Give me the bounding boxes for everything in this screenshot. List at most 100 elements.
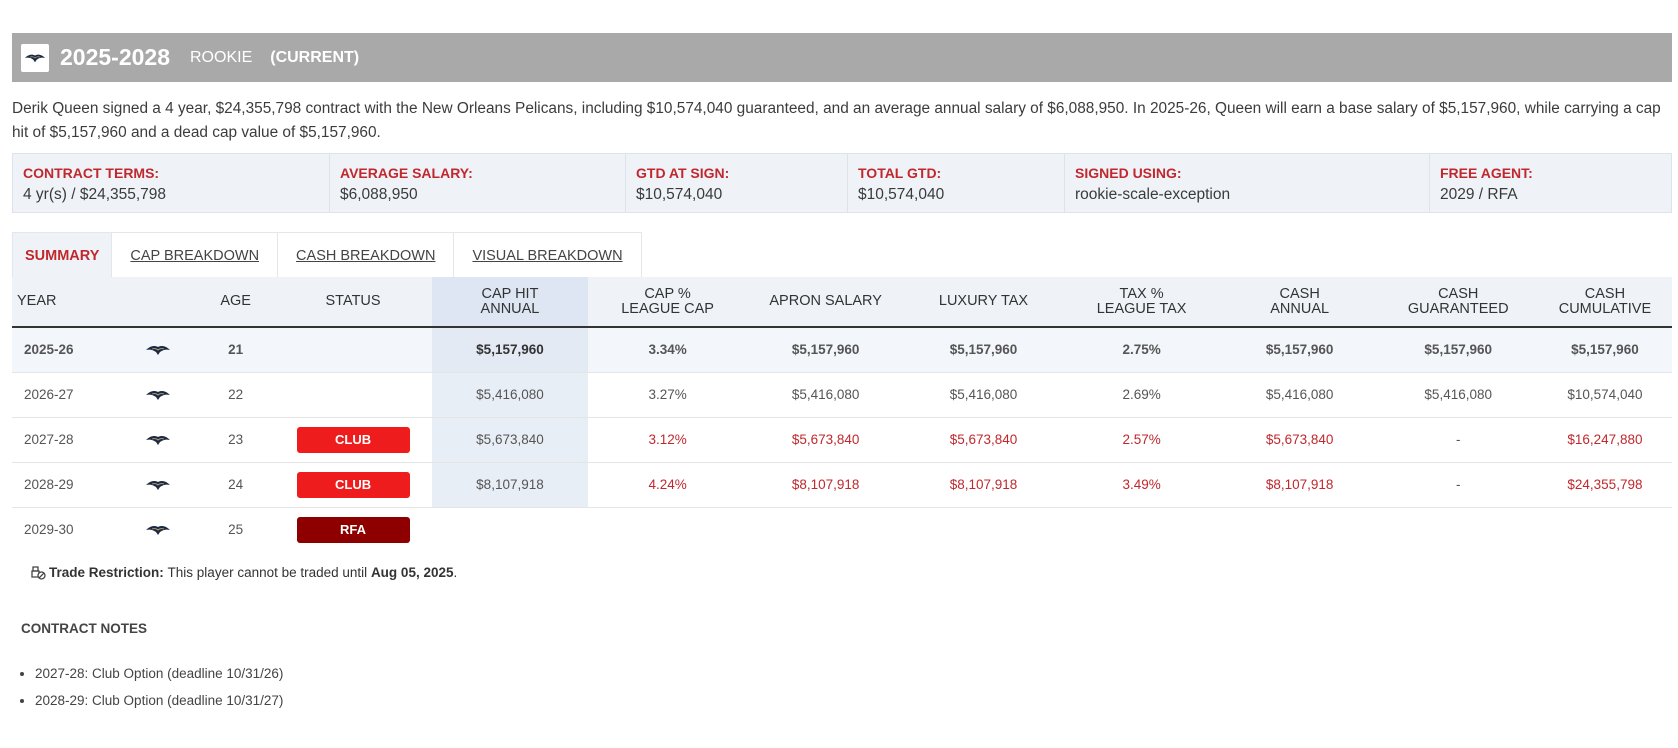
cell-status	[274, 327, 432, 373]
term-label: CONTRACT TERMS:	[23, 165, 160, 181]
cell-cash-cumulative: $5,157,960	[1537, 327, 1672, 373]
breakdown-tabs: SUMMARY CAP BREAKDOWN CASH BREAKDOWN VIS…	[12, 232, 642, 278]
term-value: 4 yr(s) / $24,355,798	[23, 186, 167, 203]
trade-end: .	[453, 565, 458, 580]
tab-summary[interactable]: SUMMARY	[13, 233, 113, 278]
term-value: rookie-scale-exception	[1075, 186, 1231, 203]
header-line: TAX %	[1119, 285, 1164, 302]
no-trade-icon	[31, 566, 46, 580]
contract-type: ROOKIE	[190, 48, 253, 66]
cell-age: 23	[196, 417, 275, 463]
trade-restriction: Trade Restriction: This player cannot be…	[30, 565, 457, 580]
table-row: 2027-28 23 CLUB $5,673,840 3.12% $5,673,…	[12, 417, 1672, 463]
table-row: 2026-27 22 $5,416,080 3.27% $5,416,080 $…	[12, 372, 1672, 418]
term-gtd-at-sign: GTD AT SIGN: $10,574,040	[626, 154, 848, 212]
cell-cash-cumulative: $10,574,040	[1537, 372, 1672, 418]
table-row: 2025-26 21 $5,157,960 3.34% $5,157,960 $…	[12, 327, 1672, 373]
cell-status: CLUB	[274, 417, 432, 463]
header-line: ANNUAL	[1270, 300, 1330, 317]
cell-tax-pct: 2.75%	[1062, 327, 1221, 373]
cell-cash-guaranteed: -	[1378, 462, 1538, 508]
header-line: LEAGUE TAX	[1096, 300, 1187, 317]
header-line: CAP %	[644, 285, 691, 302]
cell-apron: $5,416,080	[746, 372, 905, 418]
header-age: AGE	[196, 277, 275, 328]
pelicans-logo-icon	[145, 478, 171, 492]
cell-status: RFA	[275, 507, 432, 552]
cell-apron: $5,157,960	[746, 327, 905, 373]
cell-year: 2028-29	[12, 462, 120, 508]
trade-text: This player cannot be traded until	[167, 565, 368, 580]
cell-luxury-tax: $5,157,960	[904, 327, 1063, 373]
table-row: 2028-29 24 CLUB $8,107,918 4.24% $8,107,…	[12, 462, 1672, 508]
cell-status: CLUB	[274, 462, 432, 508]
contract-notes-title: CONTRACT NOTES	[21, 621, 147, 636]
list-item: 2028-29: Club Option (deadline 10/31/27)	[35, 693, 283, 720]
term-value: $6,088,950	[340, 186, 418, 203]
rfa-badge: RFA	[296, 516, 410, 543]
cell-tax-pct: 3.49%	[1062, 462, 1221, 508]
cell-cash-annual: $5,157,960	[1220, 327, 1379, 373]
header-cap-hit: CAP HIT ANNUAL	[431, 277, 589, 328]
header-apron: APRON SALARY	[746, 277, 905, 328]
cell-cap-pct: 4.24%	[588, 462, 747, 508]
term-value: $10,574,040	[636, 186, 723, 203]
term-label: SIGNED USING:	[1075, 165, 1182, 181]
cell-year: 2026-27	[12, 372, 120, 418]
contract-header: 2025-2028 ROOKIE (CURRENT)	[12, 33, 1672, 82]
cell-cash-annual: $5,416,080	[1220, 372, 1379, 418]
header-line: ANNUAL	[480, 300, 540, 317]
cell-logo	[119, 462, 197, 508]
term-total-gtd: TOTAL GTD: $10,574,040	[848, 154, 1065, 212]
cell-cash-guaranteed: $5,157,960	[1378, 327, 1538, 373]
cell-cash-annual: $5,673,840	[1220, 417, 1379, 463]
contract-description: Derik Queen signed a 4 year, $24,355,798…	[12, 100, 1661, 141]
header-logo	[119, 277, 197, 328]
pelicans-logo-icon	[145, 388, 171, 402]
contract-years: 2025-2028	[60, 44, 170, 70]
cell-luxury-tax: $8,107,918	[904, 462, 1063, 508]
cell-cap-pct: 3.12%	[588, 417, 747, 463]
cell-apron: $5,673,840	[746, 417, 905, 463]
cell-tax-pct: 2.57%	[1062, 417, 1221, 463]
tab-visual-breakdown[interactable]: VISUAL BREAKDOWN	[472, 247, 623, 264]
header-line: CUMULATIVE	[1558, 300, 1652, 317]
table-row: 2029-30 25 RFA	[12, 507, 1672, 552]
cell-cap-pct: 3.34%	[588, 327, 747, 373]
cell-cash-guaranteed: -	[1378, 417, 1538, 463]
cell-cap-hit: $8,107,918	[431, 462, 589, 508]
cell-age: 25	[228, 522, 244, 538]
header-cash-cumulative: CASH CUMULATIVE	[1537, 277, 1672, 328]
cell-apron: $8,107,918	[746, 462, 905, 508]
cell-status	[274, 372, 432, 418]
trade-label: Trade Restriction:	[49, 565, 164, 580]
header-tax-pct: TAX % LEAGUE TAX	[1062, 277, 1221, 328]
cell-cash-cumulative: $16,247,880	[1537, 417, 1672, 463]
pelicans-logo-icon	[145, 523, 171, 537]
term-signed-using: SIGNED USING: rookie-scale-exception	[1065, 154, 1430, 212]
contract-terms: CONTRACT TERMS: 4 yr(s) / $24,355,798 AV…	[12, 153, 1672, 213]
cell-cash-cumulative: $24,355,798	[1537, 462, 1672, 508]
header-year: YEAR	[12, 277, 120, 328]
cell-cap-hit: $5,157,960	[431, 327, 589, 373]
tab-cash-breakdown[interactable]: CASH BREAKDOWN	[278, 233, 455, 278]
cell-age: 22	[196, 372, 275, 418]
cell-cash-guaranteed: $5,416,080	[1378, 372, 1538, 418]
cell-logo	[119, 327, 197, 373]
term-label: FREE AGENT:	[1440, 165, 1533, 181]
cell-logo	[119, 417, 197, 463]
term-average-salary: AVERAGE SALARY: $6,088,950	[330, 154, 626, 212]
header-status: STATUS	[274, 277, 432, 328]
term-value: $10,574,040	[858, 186, 945, 203]
header-cash-guaranteed: CASH GUARANTEED	[1378, 277, 1538, 328]
contract-table: YEAR AGE STATUS CAP HIT ANNUAL CAP % LEAGU…	[12, 277, 1672, 552]
empty-cells	[432, 507, 1672, 552]
header-cash-annual: CASH ANNUAL	[1220, 277, 1379, 328]
trade-date: Aug 05, 2025	[370, 565, 454, 580]
cell-cap-pct: 3.27%	[588, 372, 747, 418]
tab-cap-breakdown[interactable]: CAP BREAKDOWN	[112, 233, 279, 278]
term-value: 2029 / RFA	[1440, 186, 1518, 203]
pelicans-logo-icon	[145, 343, 171, 357]
header-cap-pct: CAP % LEAGUE CAP	[588, 277, 747, 328]
cell-year: 2025-26	[12, 327, 120, 373]
